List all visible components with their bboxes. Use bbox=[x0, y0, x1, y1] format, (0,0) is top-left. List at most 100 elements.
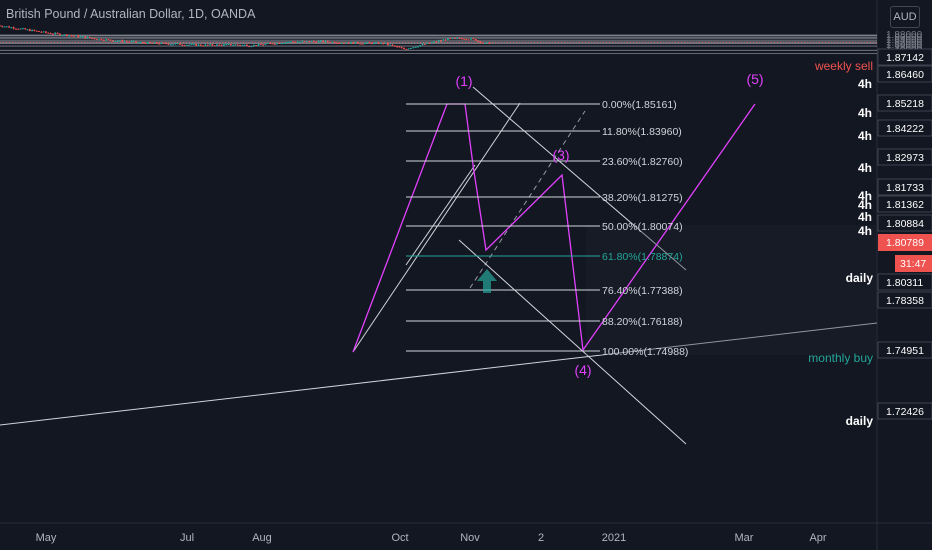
candle-body bbox=[86, 36, 89, 39]
candle-body bbox=[273, 43, 276, 45]
candle-body bbox=[405, 49, 408, 51]
time-label: May bbox=[36, 532, 57, 544]
candle-body bbox=[382, 42, 385, 44]
candle-body bbox=[63, 34, 66, 36]
candle-body bbox=[82, 36, 84, 38]
candle-body bbox=[426, 42, 429, 44]
label-daily-1: daily bbox=[846, 271, 874, 285]
candle-body bbox=[202, 45, 204, 47]
candle-body bbox=[218, 44, 221, 46]
candle-body bbox=[456, 37, 459, 39]
fib-level-label: 100.00%(1.74988) bbox=[602, 346, 688, 358]
candle-body bbox=[197, 44, 200, 46]
candle-body bbox=[472, 38, 475, 40]
price-tag-label: 1.81362 bbox=[886, 199, 924, 211]
candle-body bbox=[449, 38, 452, 40]
price-tick-label: 1.86000 bbox=[886, 33, 923, 44]
fib-level-label: 88.20%(1.76188) bbox=[602, 316, 683, 328]
candle-body bbox=[88, 36, 91, 38]
fib-level-label: 0.00%(1.85161) bbox=[602, 99, 677, 111]
candle-body bbox=[17, 28, 20, 30]
candle-body bbox=[1, 26, 4, 28]
candle-body bbox=[292, 41, 295, 43]
candle-body bbox=[463, 38, 466, 40]
price-tag-box bbox=[877, 65, 932, 83]
candle-body bbox=[5, 26, 8, 28]
price-tag-label: 1.74951 bbox=[886, 345, 924, 357]
candle-body bbox=[31, 29, 34, 32]
candle-body bbox=[236, 44, 239, 46]
candle-body bbox=[255, 45, 258, 47]
candle-body bbox=[239, 44, 241, 46]
candle-body bbox=[232, 44, 235, 46]
candle-body bbox=[132, 41, 135, 43]
candle-body bbox=[130, 41, 133, 43]
candle-body bbox=[377, 42, 380, 44]
candle-body bbox=[248, 46, 251, 48]
candle-body bbox=[35, 30, 38, 32]
candle-body bbox=[77, 35, 80, 38]
candle-body bbox=[278, 42, 281, 44]
candle-body bbox=[172, 44, 174, 46]
candle-body bbox=[243, 44, 246, 46]
candle-body bbox=[192, 43, 195, 45]
candle-body bbox=[257, 43, 260, 46]
countdown-label: 31:47 bbox=[900, 258, 926, 270]
fib-level-label: 11.80%(1.83960) bbox=[602, 126, 682, 138]
candle-body bbox=[354, 41, 357, 44]
candle-body bbox=[135, 41, 137, 43]
candle-body bbox=[400, 47, 403, 49]
candle-body bbox=[149, 41, 151, 43]
candle-body bbox=[319, 40, 322, 42]
candle-body bbox=[361, 43, 364, 45]
candle-body bbox=[183, 45, 186, 47]
candle-body bbox=[315, 41, 318, 43]
candle-body bbox=[396, 46, 399, 48]
candle-body bbox=[24, 28, 27, 30]
candle-body bbox=[419, 45, 422, 47]
candle-body bbox=[366, 42, 368, 44]
currency-button[interactable]: AUD bbox=[890, 6, 920, 28]
channel-midline bbox=[469, 110, 586, 289]
chart-title: British Pound / Australian Dollar, 1D, O… bbox=[6, 7, 256, 21]
candle-body bbox=[167, 43, 170, 45]
candle-body bbox=[190, 43, 193, 45]
candle-body bbox=[289, 41, 292, 43]
fibonacci-retracement[interactable]: 0.00%(1.85161) 11.80%(1.83960) 23.60%(1.82… bbox=[406, 99, 688, 358]
label-4h-1: 4h bbox=[858, 77, 872, 91]
candle-body bbox=[403, 47, 405, 50]
time-label: 2021 bbox=[602, 532, 626, 544]
candles bbox=[0, 24, 491, 51]
candle-body bbox=[410, 47, 412, 49]
candle-body bbox=[340, 42, 343, 44]
candle-body bbox=[211, 44, 214, 46]
fib-level-label: 23.60%(1.82760) bbox=[602, 156, 683, 168]
candle-body bbox=[54, 32, 57, 35]
candle-body bbox=[186, 44, 188, 46]
candle-body bbox=[380, 42, 382, 44]
candle-body bbox=[58, 33, 61, 36]
monthly-buy-label: monthly buy bbox=[808, 351, 873, 365]
price-axis[interactable]: 1.880001.860001.840001.820001.800001.780… bbox=[877, 30, 932, 420]
candle-body bbox=[331, 41, 334, 43]
candle-body bbox=[338, 42, 341, 44]
candle-body bbox=[294, 41, 297, 43]
price-tick-label: 1.78000 bbox=[886, 43, 923, 54]
label-4h-8: 4h bbox=[858, 224, 872, 238]
label-daily-2: daily bbox=[846, 414, 874, 428]
candle-body bbox=[72, 35, 75, 37]
price-tag-box bbox=[877, 48, 932, 66]
candle-body bbox=[350, 42, 352, 44]
candle-body bbox=[412, 47, 415, 49]
candle-body bbox=[435, 41, 438, 43]
candle-body bbox=[199, 44, 202, 46]
candle-body bbox=[276, 42, 278, 45]
buy-arrow-icon bbox=[477, 269, 497, 293]
candle-body bbox=[246, 44, 248, 47]
candle-body bbox=[343, 42, 345, 44]
candle-body bbox=[42, 31, 45, 33]
candle-body bbox=[266, 43, 269, 45]
candle-body bbox=[241, 44, 244, 46]
candle-body bbox=[398, 46, 401, 48]
